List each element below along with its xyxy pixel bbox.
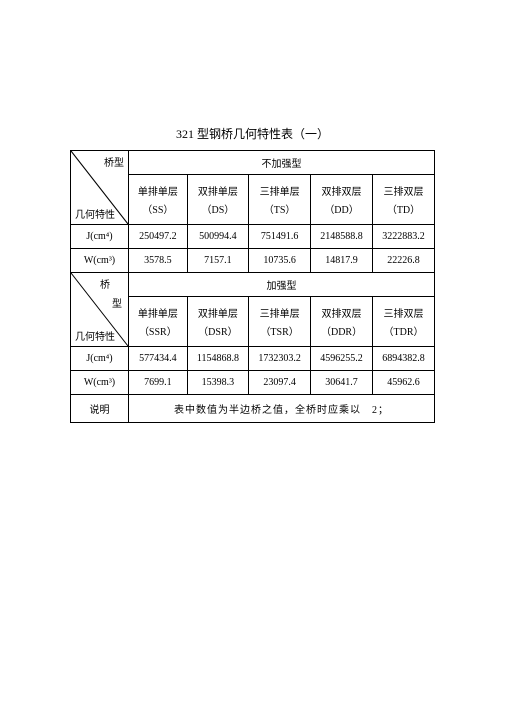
diag-label-x: 型 [112,295,122,310]
col-header: 单排单层（SS） [129,175,188,225]
col-header: 双排单层（DS） [187,175,248,225]
data-cell: 7699.1 [129,371,188,395]
data-cell: 6894382.8 [373,347,435,371]
diag-label-bot: 几何特性 [75,206,115,221]
data-cell: 3578.5 [129,249,188,273]
data-cell: 4596255.2 [311,347,373,371]
diagonal-header-1: 桥型 几何特性 [71,151,129,225]
data-cell: 3222883.2 [373,225,435,249]
row-label: J(cm⁴) [71,347,129,371]
data-cell: 577434.4 [129,347,188,371]
col-header: 三排双层（TD） [373,175,435,225]
page-title: 321 型钢桥几何特性表（一） [70,125,435,142]
data-cell: 22226.8 [373,249,435,273]
row-label: W(cm³) [71,249,129,273]
diagonal-header-2: 桥 型 几何特性 [71,273,129,347]
data-cell: 500994.4 [187,225,248,249]
data-cell: 30641.7 [311,371,373,395]
group-header-2: 加强型 [129,273,435,297]
data-cell: 14817.9 [311,249,373,273]
col-header: 三排单层（TS） [249,175,311,225]
col-header: 三排单层（TSR） [249,297,311,347]
col-header: 三排双层（TDR） [373,297,435,347]
note-label: 说明 [71,395,129,423]
diag-label-bot: 几何特性 [75,328,115,343]
data-cell: 751491.6 [249,225,311,249]
row-label: W(cm³) [71,371,129,395]
note-text: 表中数值为半边桥之值，全桥时应乘以 2； [129,395,435,423]
col-header: 双排单层（DSR） [187,297,248,347]
data-cell: 250497.2 [129,225,188,249]
col-header: 双排双层（DDR） [311,297,373,347]
group-header-1: 不加强型 [129,151,435,175]
data-cell: 1154868.8 [187,347,248,371]
data-cell: 15398.3 [187,371,248,395]
geometry-table: 桥型 几何特性 不加强型 单排单层（SS） 双排单层（DS） 三排单层（TS） … [70,150,435,423]
diag-label-top: 桥型 [104,154,124,169]
diag-label-q: 桥 [100,276,110,291]
col-header: 双排双层（DD） [311,175,373,225]
data-cell: 1732303.2 [249,347,311,371]
data-cell: 7157.1 [187,249,248,273]
data-cell: 23097.4 [249,371,311,395]
col-header: 单排单层（SSR） [129,297,188,347]
data-cell: 45962.6 [373,371,435,395]
data-cell: 2148588.8 [311,225,373,249]
data-cell: 10735.6 [249,249,311,273]
row-label: J(cm⁴) [71,225,129,249]
